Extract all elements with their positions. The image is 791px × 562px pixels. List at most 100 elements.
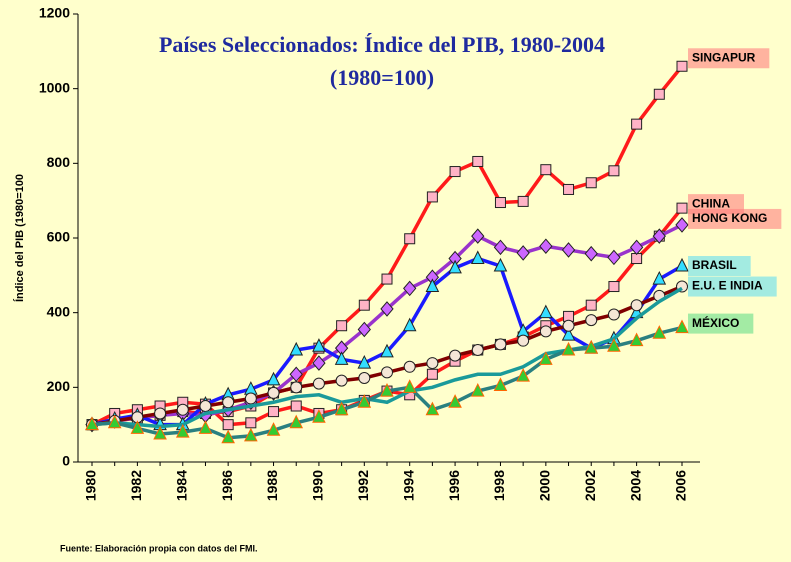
point (629, 239, 644, 256)
point (357, 354, 372, 369)
point (585, 299, 597, 311)
point (403, 360, 416, 373)
point (107, 414, 122, 429)
point (425, 401, 440, 416)
x-tick-label: 1998 (491, 470, 507, 501)
point (268, 406, 280, 418)
point (608, 281, 620, 293)
point (585, 314, 598, 327)
point (493, 257, 508, 272)
point (312, 338, 326, 352)
point (199, 400, 212, 412)
point (402, 317, 417, 332)
point (652, 325, 667, 339)
point (425, 278, 440, 293)
point (381, 366, 393, 379)
point (335, 374, 348, 387)
y-tick-label: 200 (47, 378, 71, 394)
point (222, 396, 235, 409)
x-tick-label: 1982 (128, 470, 144, 501)
point (312, 377, 325, 390)
series-label: MÉXICO (692, 315, 739, 330)
point (266, 371, 281, 386)
point (652, 270, 667, 285)
point (448, 259, 462, 274)
point (334, 401, 349, 416)
x-tick-label: 1988 (264, 470, 280, 501)
point (675, 217, 689, 233)
point (358, 299, 370, 311)
point (290, 400, 302, 412)
point (449, 166, 461, 178)
y-tick-label: 800 (47, 154, 71, 170)
point (244, 392, 257, 405)
point (312, 355, 326, 371)
point (426, 368, 438, 380)
point (358, 372, 371, 384)
x-tick-label: 2002 (582, 470, 598, 501)
x-tick-label: 1980 (83, 470, 99, 501)
point (561, 242, 576, 258)
point (561, 326, 576, 341)
point (652, 228, 666, 244)
point (380, 343, 394, 358)
point (153, 425, 167, 440)
x-tick-label: 1990 (310, 470, 326, 501)
point (471, 344, 484, 356)
point (562, 319, 575, 332)
chart-title: Países Seleccionados: Índice del PIB, 19… (159, 32, 605, 57)
label-box (688, 256, 751, 276)
point (289, 366, 303, 383)
point (608, 165, 620, 177)
point (631, 118, 643, 130)
point (85, 416, 99, 431)
point (426, 191, 438, 203)
point (607, 308, 620, 321)
point (154, 407, 167, 420)
chart-subtitle: (1980=100) (330, 65, 434, 90)
point (517, 195, 529, 207)
y-tick-label: 1000 (39, 79, 70, 95)
point (402, 379, 417, 393)
point (245, 417, 257, 429)
point (539, 325, 552, 338)
point (357, 394, 372, 408)
label-box (688, 313, 754, 334)
x-tick-label: 1996 (446, 470, 462, 501)
x-tick-label: 2004 (627, 470, 643, 501)
point (289, 414, 304, 429)
point (130, 420, 145, 434)
point (176, 403, 189, 416)
x-tick-label: 1994 (400, 470, 416, 501)
series-label: CHINA (692, 196, 730, 210)
series-label: E.U. E INDIA (692, 279, 763, 293)
point (494, 338, 507, 351)
point (629, 332, 644, 347)
point (472, 155, 484, 167)
point (357, 321, 371, 338)
x-tick-label: 1992 (355, 470, 371, 501)
point (607, 338, 621, 352)
point (539, 238, 553, 254)
point (449, 349, 462, 362)
y-tick-label: 1200 (39, 5, 70, 21)
point (404, 233, 416, 245)
point (540, 164, 552, 176)
point (653, 88, 665, 100)
y-tick-label: 400 (47, 303, 71, 319)
point (448, 394, 462, 408)
series-label: BRASIL (692, 258, 737, 272)
point (675, 319, 689, 334)
point (289, 341, 304, 356)
point (267, 386, 280, 399)
y-tick-label: 0 (62, 453, 70, 469)
point (584, 340, 599, 354)
point (266, 422, 281, 436)
point (403, 280, 417, 297)
point (222, 419, 234, 431)
point (561, 341, 576, 356)
point (380, 301, 394, 317)
point (426, 357, 439, 370)
x-tick-label: 1986 (219, 470, 235, 501)
point (494, 197, 506, 209)
